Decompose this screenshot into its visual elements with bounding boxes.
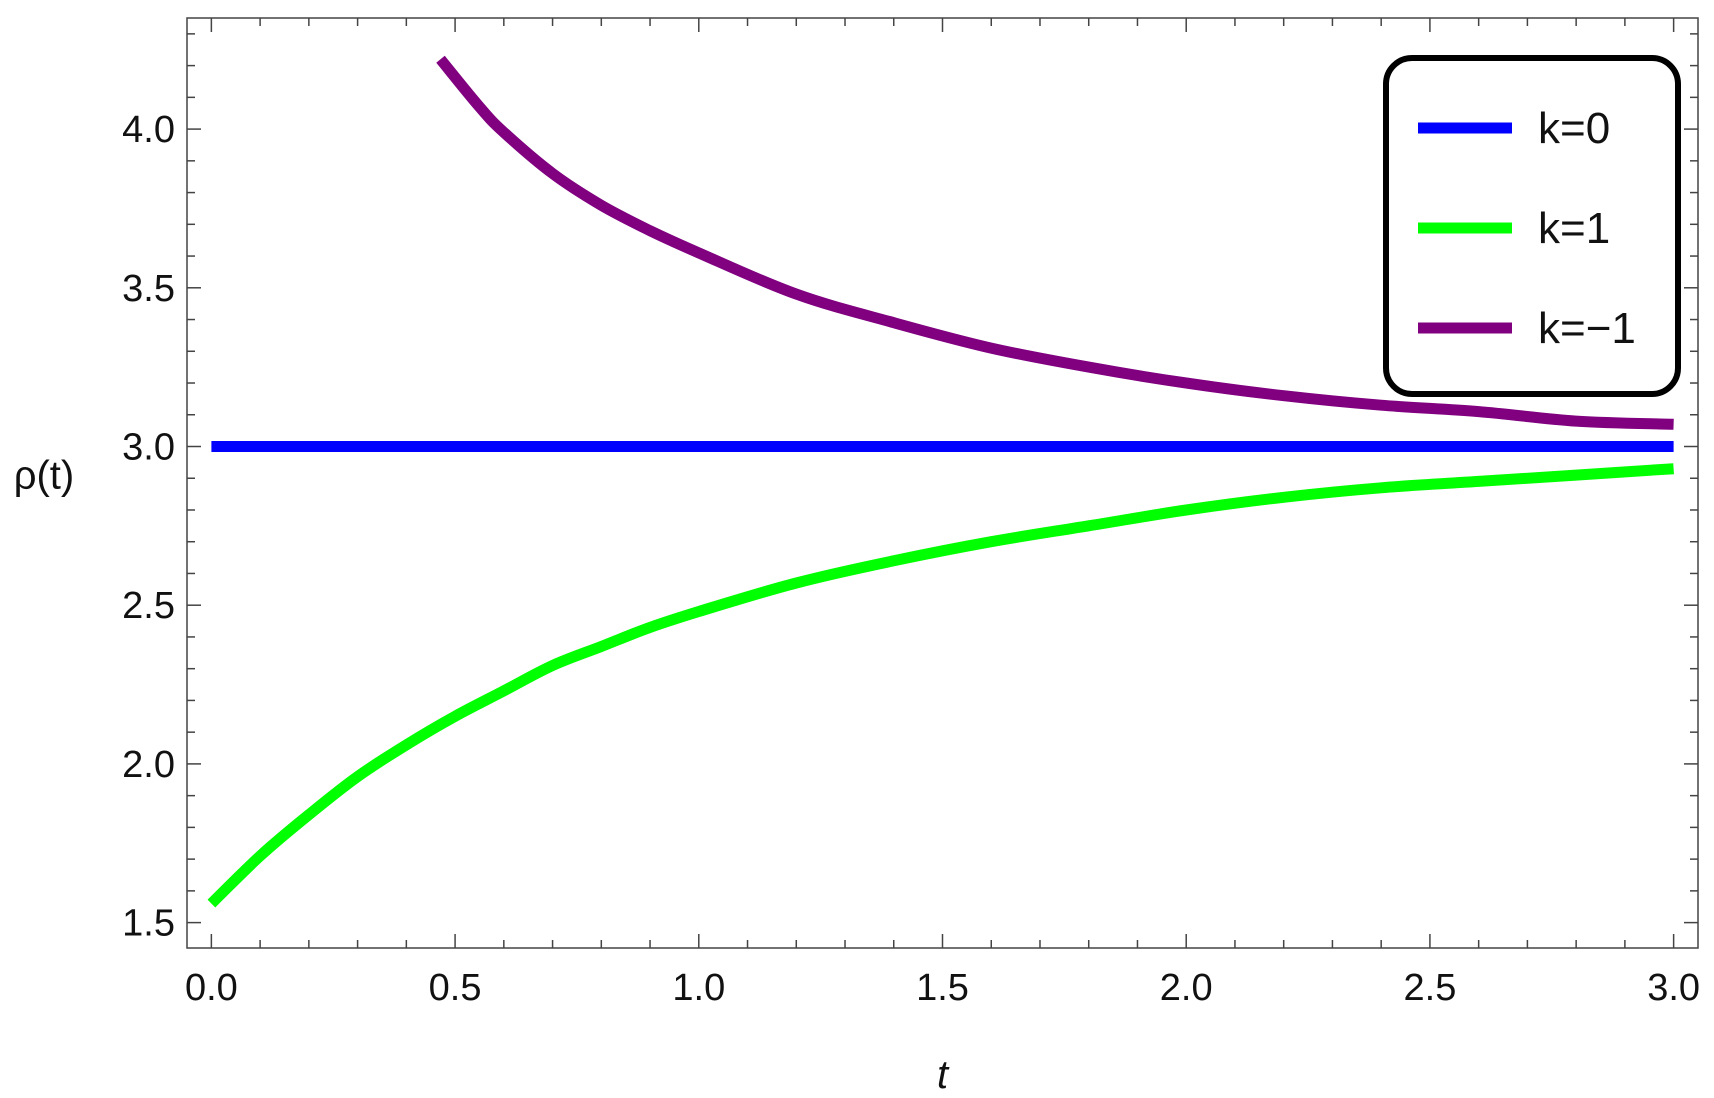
x-tick-label: 0.0 [185, 967, 238, 1009]
legend-label-3: k=−1 [1538, 304, 1636, 353]
x-tick-label: 1.0 [672, 967, 725, 1009]
legend-box [1383, 55, 1681, 397]
x-tick-label: 2.5 [1404, 967, 1457, 1009]
legend-label-1: k=0 [1538, 104, 1610, 153]
legend: k=0 k=1 k=−1 [1383, 55, 1681, 397]
ticks-layer: 0.0 0.5 1.0 1.5 2.0 2.5 3.0 1.5 2.0 2.5 3.0 3.5 4.0 [122, 18, 1700, 1009]
series-line-3 [436, 55, 1674, 430]
x-tick-label: 1.5 [916, 967, 969, 1009]
x-tick-label: 0.5 [429, 967, 482, 1009]
y-tick-label: 2.0 [122, 744, 175, 786]
y-tick-label: 4.0 [122, 109, 175, 151]
y-tick-label: 2.5 [122, 585, 175, 627]
series-line-2 [207, 463, 1674, 908]
x-axis-label: t [937, 1053, 950, 1097]
y-tick-label: 3.0 [122, 426, 175, 468]
series-layer [207, 55, 1674, 908]
legend-label-2: k=1 [1538, 204, 1610, 253]
x-tick-label: 2.0 [1160, 967, 1213, 1009]
y-axis-label: ρ(t) [14, 453, 75, 497]
y-tick-label: 1.5 [122, 903, 175, 945]
x-tick-label: 3.0 [1647, 967, 1700, 1009]
y-tick-label: 3.5 [122, 268, 175, 310]
